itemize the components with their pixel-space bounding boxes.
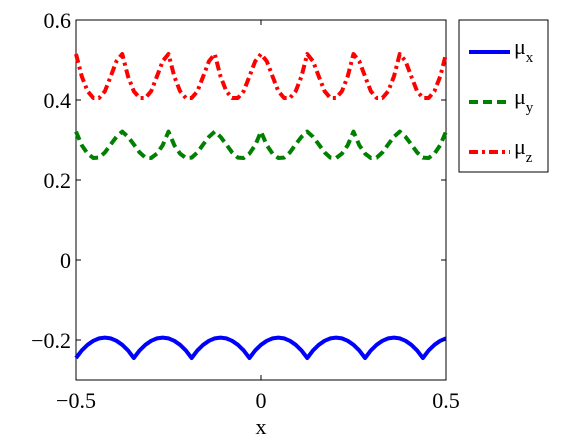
- plot-area: −0.5 0 0.5 −0.2 0 0.2 0.4 0.6: [31, 8, 460, 413]
- tick-layer: −0.5 0 0.5 −0.2 0 0.2 0.4 0.6: [31, 8, 460, 413]
- series-line-z: [74, 52, 448, 100]
- x-tick-label: −0.5: [56, 388, 96, 413]
- x-tick-label: 0: [256, 388, 267, 413]
- legend-label-sub: x: [526, 50, 534, 66]
- legend-label-sub: z: [526, 150, 533, 166]
- y-tick-label: 0.4: [44, 88, 72, 113]
- legend-label-sub: y: [526, 100, 534, 116]
- x-tick-label: 0.5: [432, 388, 460, 413]
- y-tick-label: −0.2: [31, 328, 71, 353]
- y-tick-label: 0: [60, 248, 71, 273]
- y-tick-label: 0.2: [44, 168, 72, 193]
- series-line-x: [74, 335, 447, 360]
- axes-box: [75, 19, 447, 381]
- x-axis-label: x: [256, 414, 267, 439]
- y-tick-label: 0.6: [44, 8, 72, 33]
- legend-box: [458, 19, 549, 173]
- series-layer: [74, 52, 448, 360]
